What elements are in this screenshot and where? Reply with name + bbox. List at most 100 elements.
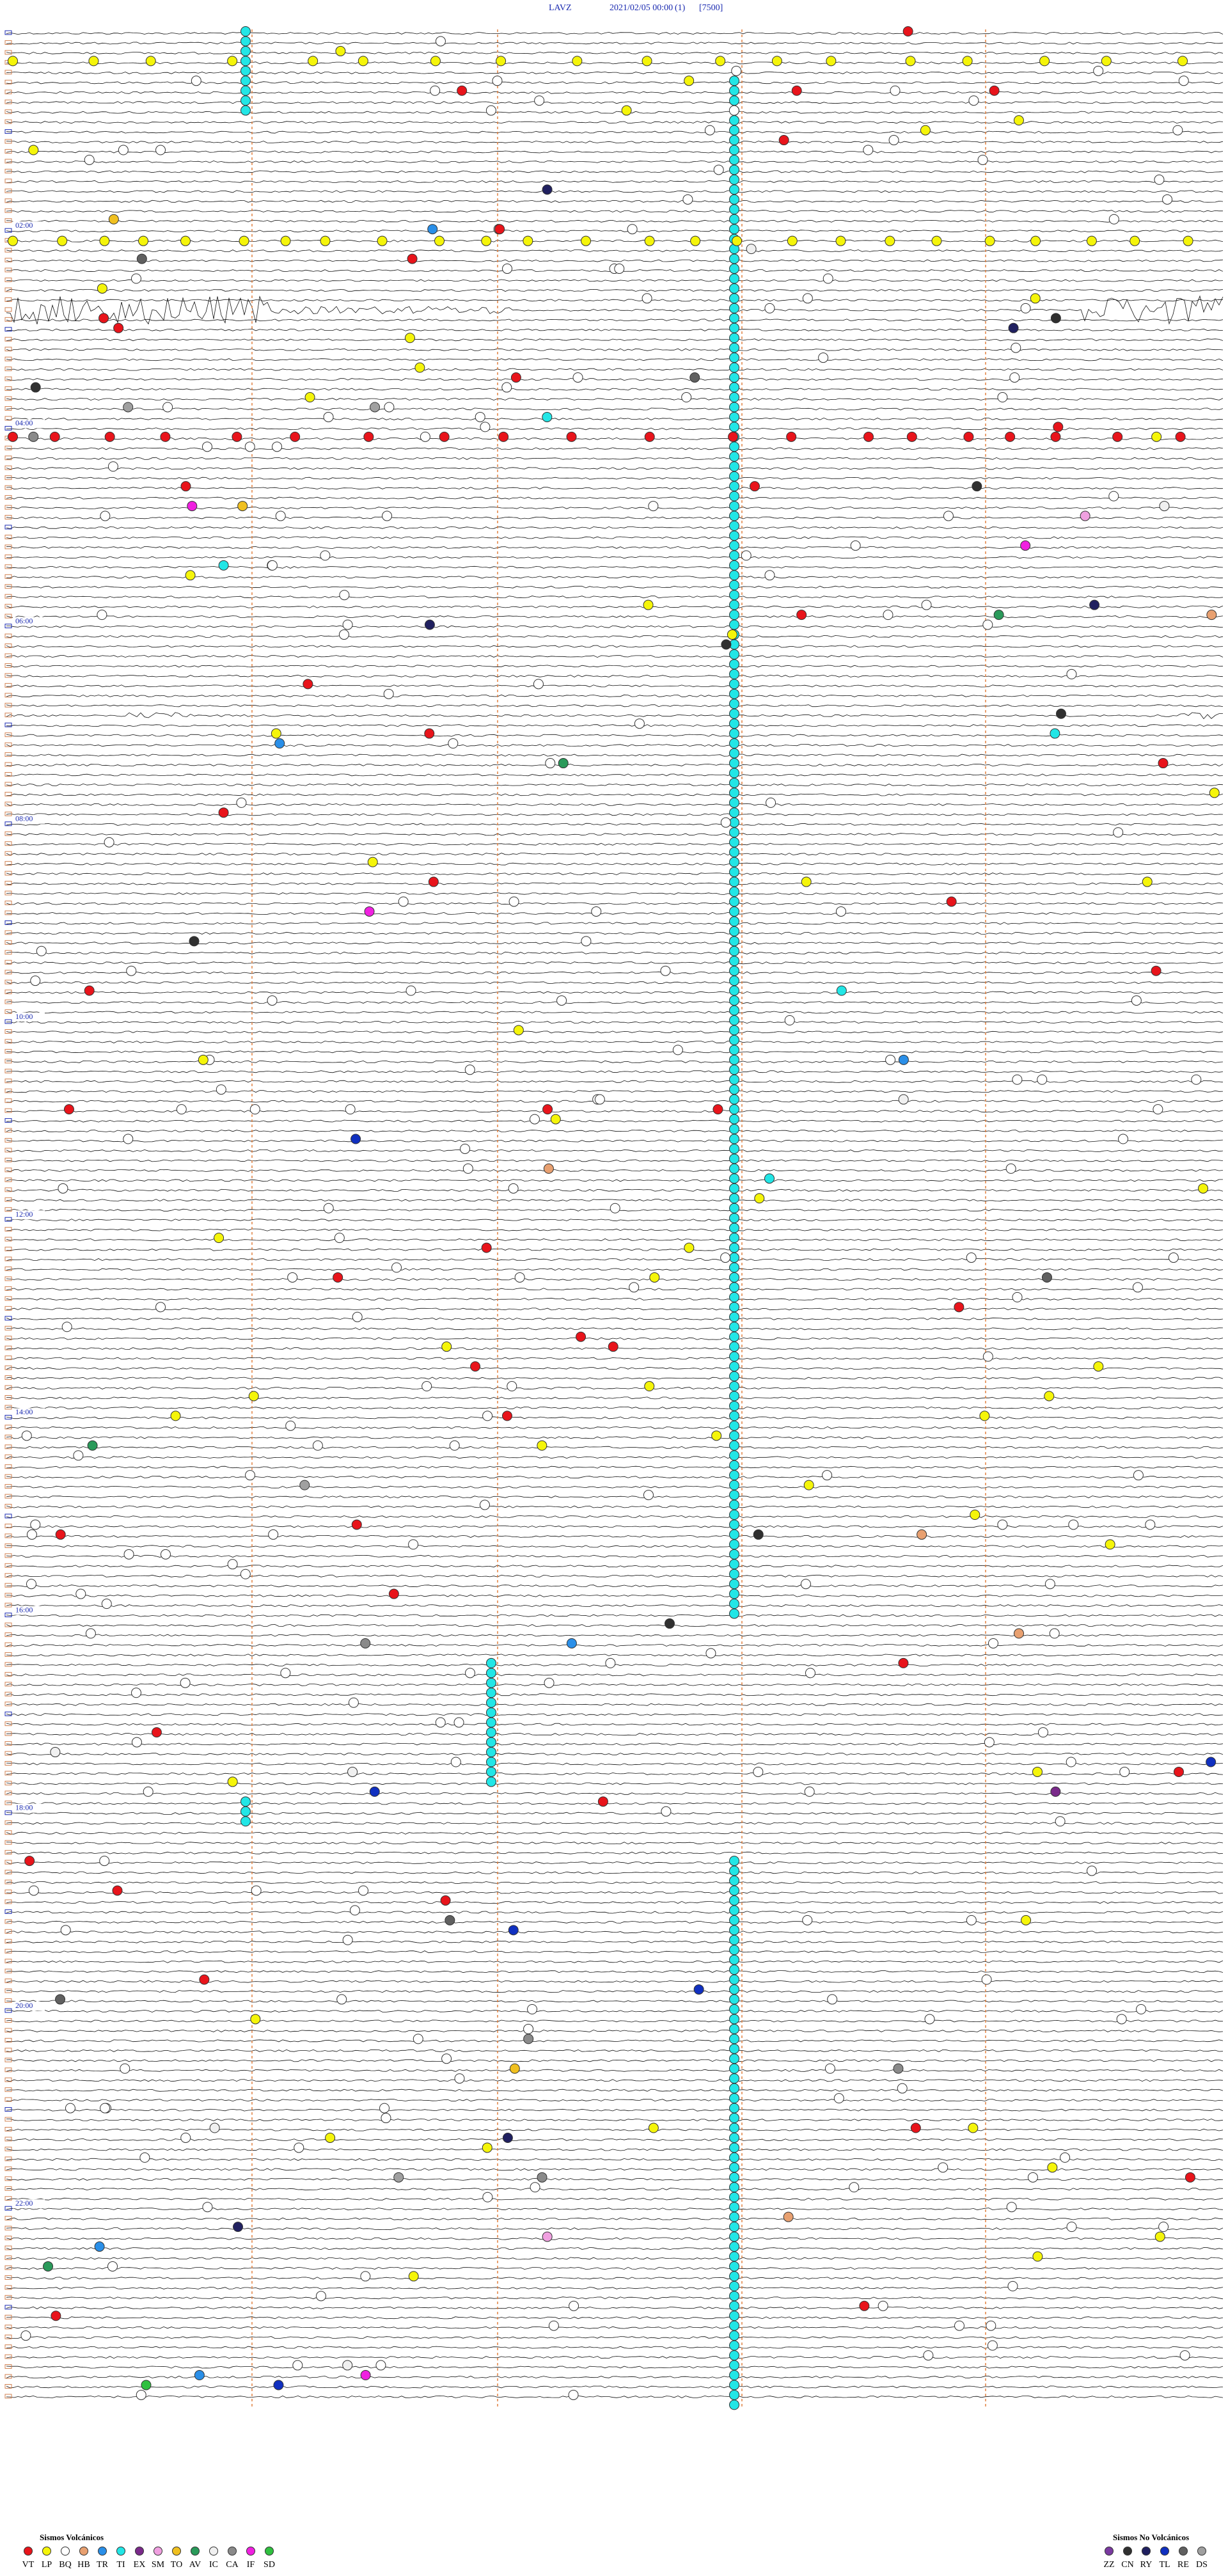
event-marker xyxy=(240,1569,251,1579)
trace xyxy=(6,2217,1224,2220)
event-marker xyxy=(569,2300,579,2311)
legend-code: TI xyxy=(116,2560,125,2570)
event-marker xyxy=(131,1687,142,1698)
trace xyxy=(6,1317,1224,1320)
event-marker xyxy=(285,1420,296,1431)
event-marker xyxy=(202,2202,213,2213)
trace xyxy=(6,2247,1224,2250)
event-marker xyxy=(486,1668,496,1679)
event-marker xyxy=(572,56,583,67)
event-marker xyxy=(482,2192,493,2202)
event-marker xyxy=(1175,431,1186,442)
event-marker xyxy=(627,224,638,235)
event-marker xyxy=(162,402,173,413)
event-marker xyxy=(753,1529,764,1540)
event-marker xyxy=(198,1054,209,1065)
hour-label: 04:00 xyxy=(15,418,33,427)
row-marker xyxy=(4,505,12,510)
event-marker xyxy=(550,1114,561,1125)
event-marker xyxy=(1178,75,1189,86)
event-marker xyxy=(924,2014,935,2025)
event-marker xyxy=(486,1737,496,1748)
event-marker xyxy=(28,145,39,155)
event-marker xyxy=(320,550,331,561)
event-marker xyxy=(61,1322,72,1332)
row-marker xyxy=(4,544,12,549)
event-marker xyxy=(20,2330,31,2341)
trace xyxy=(6,2277,1224,2280)
event-marker xyxy=(729,1074,739,1085)
row-marker xyxy=(4,2354,12,2359)
trace xyxy=(6,437,1224,440)
event-marker xyxy=(572,372,583,383)
event-marker xyxy=(729,333,739,344)
event-marker xyxy=(75,1588,86,1599)
event-marker xyxy=(440,1895,451,1906)
trace xyxy=(6,1357,1224,1360)
event-marker xyxy=(180,481,191,492)
row-marker xyxy=(4,40,12,45)
trace xyxy=(6,565,1224,569)
event-marker xyxy=(731,65,742,76)
row-marker xyxy=(4,752,12,757)
trace xyxy=(6,2346,1224,2349)
event-marker xyxy=(729,224,739,235)
event-marker xyxy=(1055,1816,1066,1827)
hour-label: 02:00 xyxy=(15,221,33,230)
event-marker xyxy=(783,2211,794,2222)
event-marker xyxy=(194,2370,205,2381)
trace xyxy=(6,1782,1224,1785)
legend-swatch xyxy=(61,2547,70,2556)
event-marker xyxy=(621,105,632,116)
event-marker xyxy=(420,431,430,442)
event-marker xyxy=(721,639,732,650)
event-marker xyxy=(729,2280,739,2291)
legend-code: BQ xyxy=(59,2560,71,2570)
row-marker xyxy=(4,278,12,282)
event-marker xyxy=(30,382,41,393)
event-marker xyxy=(729,1964,739,1975)
row-marker xyxy=(4,910,12,915)
event-marker xyxy=(729,945,739,956)
event-marker xyxy=(1027,2172,1038,2183)
event-marker xyxy=(218,560,229,571)
event-marker xyxy=(450,1757,461,1767)
trace xyxy=(6,150,1224,154)
trace xyxy=(6,2336,1224,2339)
event-marker xyxy=(729,896,739,907)
event-marker xyxy=(189,936,200,947)
row-marker xyxy=(4,1395,12,1400)
trace xyxy=(6,378,1224,381)
event-marker xyxy=(370,402,381,413)
row-marker xyxy=(4,1948,12,1954)
row-marker xyxy=(4,1671,12,1677)
event-marker xyxy=(883,610,893,620)
event-marker xyxy=(910,2122,921,2133)
event-marker xyxy=(508,1183,519,1194)
event-marker xyxy=(681,392,692,403)
trace xyxy=(6,526,1224,530)
trace xyxy=(6,2138,1224,2142)
event-marker xyxy=(801,876,812,887)
event-marker xyxy=(729,2182,739,2193)
event-marker xyxy=(514,1272,525,1283)
event-marker xyxy=(732,235,743,246)
row-marker xyxy=(4,2206,12,2211)
event-marker xyxy=(729,422,739,432)
trace xyxy=(6,1436,1224,1439)
row-marker xyxy=(4,1979,12,1984)
row-marker xyxy=(4,1217,12,1222)
event-marker xyxy=(648,501,659,512)
trace xyxy=(6,200,1224,203)
event-marker xyxy=(566,431,577,442)
row-marker xyxy=(4,554,12,559)
event-marker xyxy=(729,313,739,324)
event-marker xyxy=(26,1579,36,1590)
event-marker xyxy=(351,1519,362,1530)
event-marker xyxy=(729,2063,739,2074)
event-marker xyxy=(835,235,846,246)
event-marker xyxy=(729,867,739,878)
row-marker xyxy=(4,2097,12,2102)
row-marker xyxy=(4,327,12,332)
event-marker xyxy=(771,56,782,67)
